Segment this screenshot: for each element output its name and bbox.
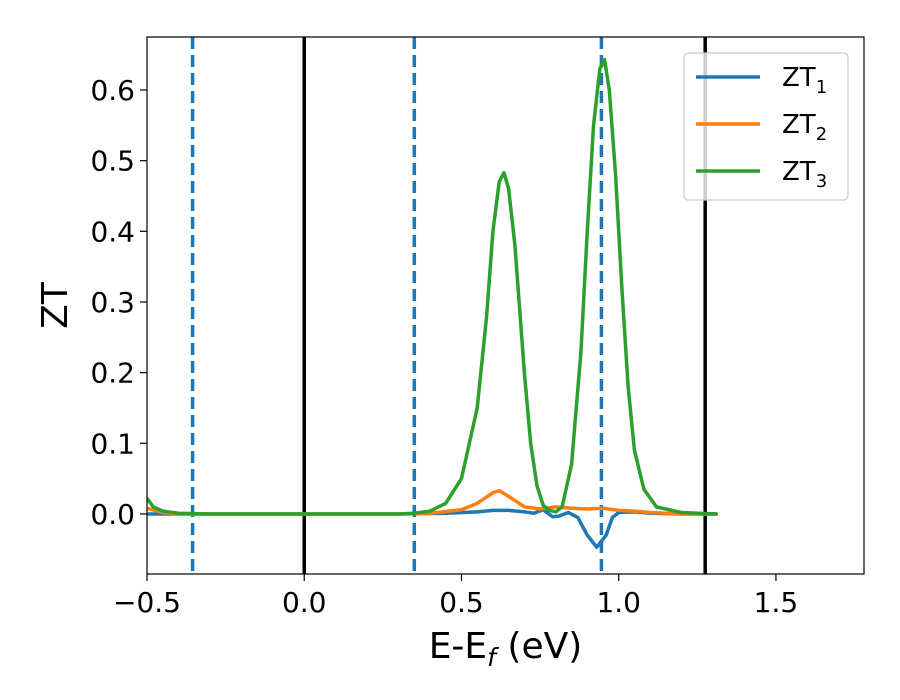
legend: ZT1 ZT2 ZT3 — [683, 52, 849, 201]
legend-label-zt3: ZT3 — [782, 157, 827, 192]
x-axis-ticks: −0.5 0.0 0.5 1.0 1.5 — [113, 574, 798, 619]
y-tick-label: 0.1 — [90, 427, 135, 460]
reference-lines — [190, 37, 707, 574]
x-tick-label: 0.0 — [282, 586, 327, 619]
series-line-zt3 — [147, 57, 718, 516]
y-tick-label: 0.6 — [90, 74, 135, 107]
y-tick-label: 0.2 — [90, 357, 135, 390]
x-tick-label: −0.5 — [113, 586, 181, 619]
x-axis-label: E-Ef (eV) — [429, 626, 583, 672]
y-tick-label: 0.4 — [90, 215, 135, 248]
x-tick-label: 1.5 — [754, 586, 799, 619]
y-axis-label: ZT — [35, 281, 76, 329]
legend-label-zt1: ZT1 — [782, 63, 827, 98]
y-axis-ticks: 0.0 0.1 0.2 0.3 0.4 0.5 0.6 — [90, 74, 147, 531]
plot-frame — [146, 36, 865, 575]
x-tick-label: 1.0 — [596, 586, 641, 619]
y-tick-label: 0.0 — [90, 498, 135, 531]
legend-label-zt2: ZT2 — [782, 110, 827, 145]
y-tick-label: 0.3 — [90, 286, 135, 319]
y-tick-label: 0.5 — [90, 145, 135, 178]
legend-box — [683, 52, 849, 201]
series-layer — [147, 57, 718, 549]
x-tick-label: 0.5 — [439, 586, 484, 619]
